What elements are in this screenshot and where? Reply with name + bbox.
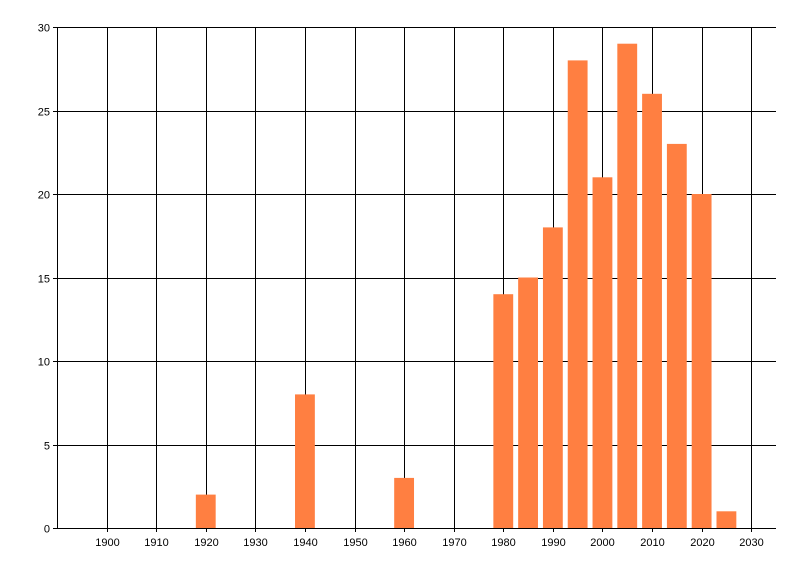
bar-2020 [691, 194, 712, 528]
bar-2005 [617, 43, 638, 528]
bar-1960 [394, 477, 415, 528]
bar-1990 [542, 227, 563, 528]
bar-2010 [642, 93, 662, 529]
y-tick-label: 15 [38, 274, 50, 286]
axes [53, 27, 776, 529]
bar-2015 [666, 143, 687, 528]
x-tick-label: 1990 [541, 537, 565, 549]
x-tick-label: 1980 [491, 537, 515, 549]
bar-1940 [295, 394, 315, 528]
bar-1995 [567, 60, 588, 529]
x-tick-label: 1950 [343, 537, 367, 549]
y-tick-label: 5 [44, 441, 50, 453]
bar-1920 [195, 494, 216, 528]
bar-1985 [518, 277, 538, 528]
x-tick-label: 2020 [690, 537, 714, 549]
bar-2000 [592, 177, 613, 529]
x-axis-tick-labels: 1900 1910 1920 1930 1940 1950 1960 1970 1980 1990… [95, 537, 763, 549]
y-tick-label: 20 [38, 190, 50, 202]
x-tick-label: 2030 [739, 537, 763, 549]
bar-2025 [716, 511, 737, 528]
y-axis-tick-labels: 0 5 10 15 20 25 30 [38, 23, 50, 536]
x-tick-label: 2010 [640, 537, 664, 549]
y-tick-label: 25 [38, 107, 50, 119]
x-tick-label: 1920 [194, 537, 218, 549]
x-tick-label: 1930 [243, 537, 267, 549]
y-tick-label: 10 [38, 357, 50, 369]
y-tick-label: 0 [44, 524, 50, 536]
x-tick-label: 1900 [95, 537, 119, 549]
bars [195, 43, 737, 529]
x-tick-label: 1910 [144, 537, 168, 549]
x-tick-label: 1960 [392, 537, 416, 549]
x-tick-label: 2000 [590, 537, 614, 549]
bar-1980 [493, 294, 514, 528]
y-tick-label: 30 [38, 23, 50, 35]
x-tick-label: 1970 [442, 537, 466, 549]
x-tick-label: 1940 [293, 537, 317, 549]
